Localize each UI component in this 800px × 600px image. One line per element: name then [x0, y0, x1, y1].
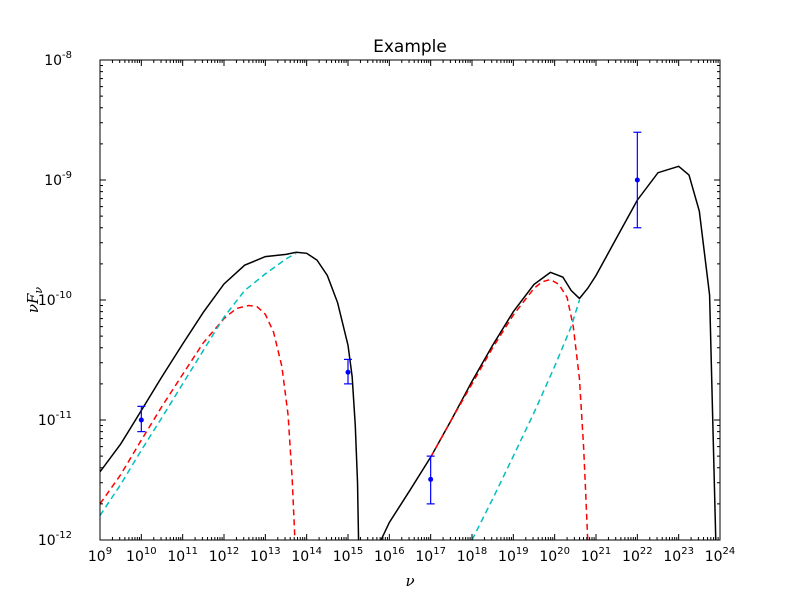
- data-point-0: [137, 405, 146, 433]
- series-line-4: [100, 252, 297, 516]
- x-tick-label-5: 1014: [291, 546, 322, 565]
- y-tick-label-2: 10-10: [38, 290, 72, 309]
- chart-title: Example: [373, 37, 447, 57]
- data-marker: [138, 417, 144, 423]
- data-point-1: [344, 358, 352, 385]
- x-tick-label-4: 1013: [250, 546, 281, 565]
- x-tick-label-9: 1018: [457, 546, 488, 565]
- y-tick-label-1: 10-11: [38, 410, 72, 429]
- x-tick-label-0: 109: [88, 546, 112, 565]
- y-axis: 10-12 10-11 10-10 10-9 10-8: [38, 50, 720, 549]
- series-line-0: [100, 251, 360, 540]
- x-tick-label-12: 1021: [581, 546, 612, 565]
- data-point-3: [633, 131, 642, 229]
- y-tick-label-3: 10-9: [44, 170, 72, 189]
- series-line-5: [471, 299, 581, 540]
- x-tick-label-7: 1016: [374, 546, 405, 565]
- data-points-layer: [137, 131, 642, 505]
- x-axis-label: ν: [405, 572, 414, 590]
- y-tick-label-4: 10-8: [44, 50, 72, 69]
- x-tick-label-14: 1023: [663, 546, 694, 565]
- series-line-3: [430, 278, 589, 540]
- data-marker: [428, 476, 434, 482]
- data-marker: [345, 369, 351, 375]
- x-tick-label-3: 1012: [209, 546, 240, 565]
- plot-frame: [99, 59, 721, 541]
- y-axis-label-sub: ν: [32, 287, 45, 294]
- x-tick-label-15: 1024: [705, 546, 736, 565]
- x-tick-label-1: 1010: [126, 546, 157, 565]
- x-tick-label-13: 1022: [622, 546, 653, 565]
- data-point-2: [426, 455, 435, 505]
- plot-area: [99, 59, 721, 541]
- data-marker: [634, 177, 640, 183]
- x-tick-label-6: 1015: [333, 546, 364, 565]
- series-line-1: [380, 165, 717, 540]
- y-tick-label-0: 10-12: [38, 530, 72, 549]
- series-layer: [100, 165, 717, 540]
- x-tick-label-2: 1011: [167, 546, 198, 565]
- series-line-2: [100, 304, 296, 540]
- y-axis-label-main: νF: [24, 293, 42, 313]
- x-tick-label-11: 1020: [539, 546, 570, 565]
- x-axis: 109 1010 1011 1012 1013 1014 1015 1016 1017 1018 1…: [88, 60, 735, 565]
- x-tick-label-8: 1017: [415, 546, 446, 565]
- x-tick-label-10: 1019: [498, 546, 529, 565]
- y-axis-label: νFν: [24, 287, 45, 314]
